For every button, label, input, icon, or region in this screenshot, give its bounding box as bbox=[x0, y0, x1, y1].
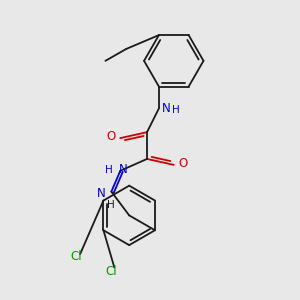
Text: N: N bbox=[97, 187, 105, 200]
Text: Cl: Cl bbox=[70, 250, 82, 263]
Text: H: H bbox=[107, 200, 115, 210]
Text: O: O bbox=[178, 157, 188, 170]
Text: H: H bbox=[172, 105, 180, 115]
Text: O: O bbox=[106, 130, 116, 143]
Text: N: N bbox=[119, 164, 128, 176]
Text: H: H bbox=[105, 165, 113, 175]
Text: N: N bbox=[162, 102, 171, 115]
Text: Cl: Cl bbox=[106, 266, 117, 278]
